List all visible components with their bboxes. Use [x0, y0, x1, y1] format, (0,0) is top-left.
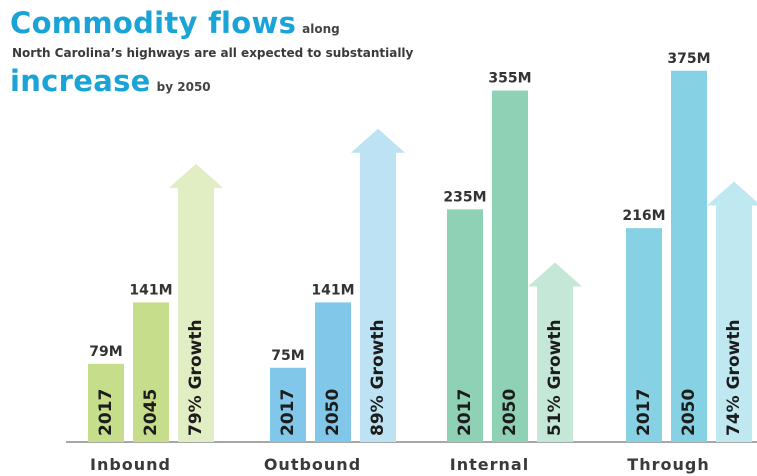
bar-through-2017 — [626, 228, 662, 442]
growth-label-inbound: 79% Growth — [186, 319, 206, 436]
chart-title: Commodity flows along — [10, 6, 340, 40]
value-label-internal-2017: 235M — [443, 189, 486, 205]
value-label-outbound-2050: 141M — [311, 282, 354, 298]
category-label-internal: Internal — [450, 455, 529, 474]
bar-internal-2017 — [447, 209, 483, 442]
value-label-through-2017: 216M — [622, 208, 665, 224]
growth-label-through: 74% Growth — [724, 319, 744, 436]
bar-inbound-2045 — [133, 302, 169, 442]
growth-label-outbound: 89% Growth — [368, 319, 388, 436]
bar-through-2050 — [671, 70, 707, 442]
bar-internal-2050 — [492, 90, 528, 443]
year-label-through-2017: 2017 — [634, 389, 654, 436]
year-label-outbound-2017: 2017 — [278, 389, 298, 436]
chart-subtitle: North Carolina’s highways are all expect… — [12, 46, 414, 60]
title-main: Commodity flows — [10, 6, 297, 40]
year-label-internal-2017: 2017 — [455, 389, 475, 436]
growth-arrow-through — [707, 181, 757, 442]
value-label-internal-2050: 355M — [488, 71, 531, 87]
title-along: along — [302, 22, 340, 36]
growth-arrow-internal — [528, 262, 582, 442]
by-2050-text: by 2050 — [156, 80, 211, 94]
category-label-inbound: Inbound — [90, 455, 171, 474]
value-label-inbound-2045: 141M — [129, 282, 172, 298]
category-label-through: Through — [627, 455, 709, 474]
year-label-internal-2050: 2050 — [500, 389, 520, 436]
category-label-outbound: Outbound — [264, 455, 361, 474]
increase-word: increase — [10, 64, 151, 98]
value-label-inbound-2017: 79M — [89, 344, 122, 360]
value-label-outbound-2017: 75M — [271, 348, 304, 364]
growth-label-internal: 51% Growth — [545, 319, 565, 436]
bar-outbound-2050 — [315, 302, 351, 442]
growth-arrow-inbound — [169, 163, 223, 443]
year-label-through-2050: 2050 — [679, 389, 699, 436]
increase-heading: increase by 2050 — [10, 64, 211, 98]
growth-arrow-outbound — [351, 128, 405, 442]
value-label-through-2050: 375M — [667, 51, 710, 67]
year-label-inbound-2017: 2017 — [96, 389, 116, 436]
bar-outbound-2017 — [270, 367, 306, 442]
bar-inbound-2017 — [88, 363, 124, 442]
year-label-outbound-2050: 2050 — [323, 389, 343, 436]
year-label-inbound-2045: 2045 — [141, 389, 161, 436]
